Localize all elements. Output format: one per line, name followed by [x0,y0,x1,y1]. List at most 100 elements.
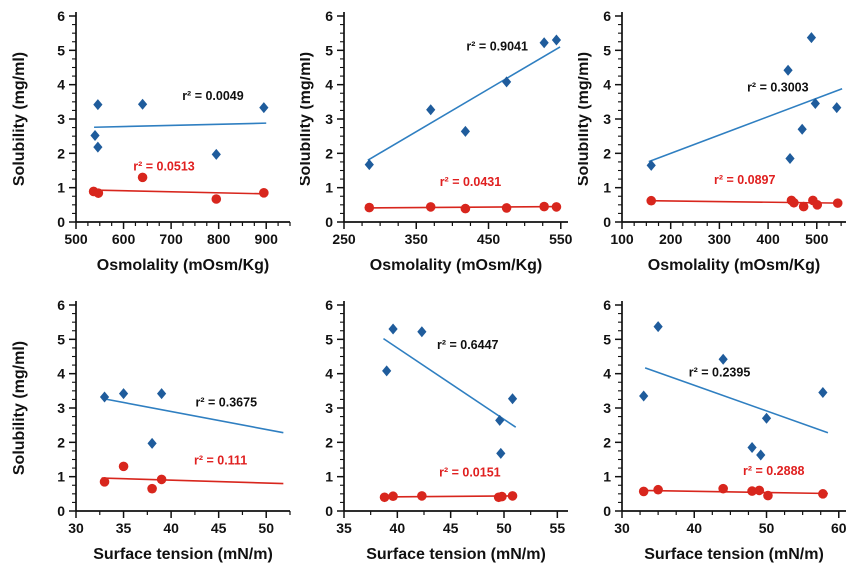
x-tick-label: 500 [64,231,88,247]
data-point-red-circle [747,486,757,496]
panel-bottom-left: 30 35 40 45 50 0 1 2 3 4 5 6 Surface tension (mN/m) S… [0,289,300,578]
data-point-blue-diamond [118,388,129,400]
x-tick-label: 40 [163,520,179,536]
x-tick-label: 55 [550,520,566,536]
data-point-blue-diamond [93,99,103,111]
data-point-blue-diamond [718,353,728,365]
data-point-red-circle [798,201,809,212]
data-point-red-circle [818,489,828,499]
data-point-red-circle [507,491,518,501]
y-tick-label: 6 [603,297,611,313]
y-tick-label: 4 [325,77,333,93]
trend-line-blue [648,88,843,163]
data-point-blue-diamond [364,159,374,171]
y-tick-label: 2 [325,145,333,161]
data-point-red-circle [501,203,512,213]
data-point-red-circle [147,483,157,494]
x-tick-label: 450 [477,231,501,247]
x-tick-label: 30 [68,520,84,536]
x-tick-label: 550 [549,231,573,247]
y-tick-label: 3 [603,111,611,127]
y-tick-label: 2 [325,434,333,450]
y-tick-label: 1 [325,180,333,196]
x-tick-label: 300 [708,231,732,247]
y-axis-title: Solubility (mg/ml) [300,52,314,186]
x-tick-label: 700 [159,231,183,247]
panel-top-right: 100 200 300 400 500 0 1 2 3 4 5 6 Osmolality (mOsm/K… [578,0,856,289]
y-axis-title: Solubility (mg/ml) [11,341,28,475]
data-point-blue-diamond [818,387,828,399]
data-point-red-circle [137,172,148,183]
r2-annotation-blue: r² = 0.6447 [437,338,499,352]
data-point-blue-diamond [147,437,157,449]
data-point-red-circle [497,491,507,502]
data-point-red-circle [388,491,398,502]
data-point-blue-diamond [761,412,772,424]
x-tick-label: 50 [258,520,274,536]
panel-top-left: 500 600 700 800 900 0 1 2 3 4 5 6 Osmolality (mOsm/K… [0,0,300,289]
x-axis-title: Osmolality (mOsm/Kg) [370,257,542,274]
y-tick-label: 3 [57,111,65,127]
y-tick-label: 3 [603,400,611,416]
y-tick-label: 1 [57,180,65,196]
panel-bottom-right: 30 40 50 60 0 1 2 3 4 5 6 Surface tension (mN/m) r² … [578,289,856,578]
trend-line-blue [644,367,829,434]
x-tick-label: 40 [686,520,702,536]
data-point-blue-diamond [797,123,807,135]
osmolality-panel-1: 500 600 700 800 900 0 1 2 3 4 5 6 Osmolality (mOsm/K… [11,8,291,274]
trend-line-blue [94,122,267,129]
y-tick-label: 3 [325,400,333,416]
y-tick-label: 5 [325,42,333,58]
data-point-blue-diamond [783,64,793,76]
y-tick-label: 4 [603,366,611,382]
data-point-red-circle [653,484,663,495]
x-tick-label: 35 [116,520,132,536]
x-tick-label: 600 [112,231,136,247]
x-axis-title: Osmolality (mOsm/Kg) [648,257,820,274]
x-tick-label: 45 [443,520,459,536]
x-axis-title: Surface tension (mN/m) [366,546,546,563]
x-tick-label: 40 [390,520,406,536]
y-tick-label: 0 [325,214,333,230]
data-point-red-circle [646,195,657,206]
x-tick-label: 35 [336,520,352,536]
data-point-red-circle [460,203,471,214]
x-tick-label: 200 [659,231,683,247]
y-tick-label: 3 [325,111,333,127]
data-point-blue-diamond [832,102,842,114]
data-point-red-circle [379,492,390,503]
y-tick-label: 0 [57,503,65,519]
y-tick-label: 0 [603,503,611,519]
y-tick-label: 5 [603,42,611,58]
trend-line-red [642,489,828,495]
data-point-blue-diamond [382,365,392,377]
trend-line-red [93,189,266,195]
data-point-blue-diamond [551,34,562,46]
y-tick-label: 1 [603,469,611,485]
y-tick-label: 5 [325,331,333,347]
data-point-blue-diamond [646,159,656,171]
data-point-red-circle [259,188,269,198]
x-tick-label: 60 [831,520,847,536]
y-tick-label: 3 [57,400,65,416]
panel-top-center: 250 350 450 550 0 1 2 3 4 5 6 Osmolality (mOsm/Kg) S… [300,0,578,289]
osmolality-panel-3: 100 200 300 400 500 0 1 2 3 4 5 6 Osmolality (mOsm/K… [578,8,846,274]
y-tick-label: 0 [57,214,65,230]
data-point-red-circle [364,202,375,213]
r2-annotation-red: r² = 0.0431 [440,175,502,189]
r2-annotation-red: r² = 0.0897 [714,173,776,187]
data-point-red-circle [93,188,104,198]
data-point-red-circle [832,198,843,208]
r2-annotation-blue: r² = 0.3003 [747,81,809,95]
y-tick-label: 2 [603,434,611,450]
data-point-blue-diamond [137,98,148,110]
y-tick-label: 1 [57,469,65,485]
osmolality-panel-2: 250 350 450 550 0 1 2 3 4 5 6 Osmolality (mOsm/Kg) S… [300,8,573,274]
r2-annotation-red: r² = 0.111 [194,454,247,468]
data-point-red-circle [211,194,222,204]
x-axis-title: Surface tension (mN/m) [93,546,273,563]
x-axis-title: Osmolality (mOsm/Kg) [97,257,269,274]
y-tick-label: 5 [603,331,611,347]
y-tick-label: 6 [57,297,65,313]
